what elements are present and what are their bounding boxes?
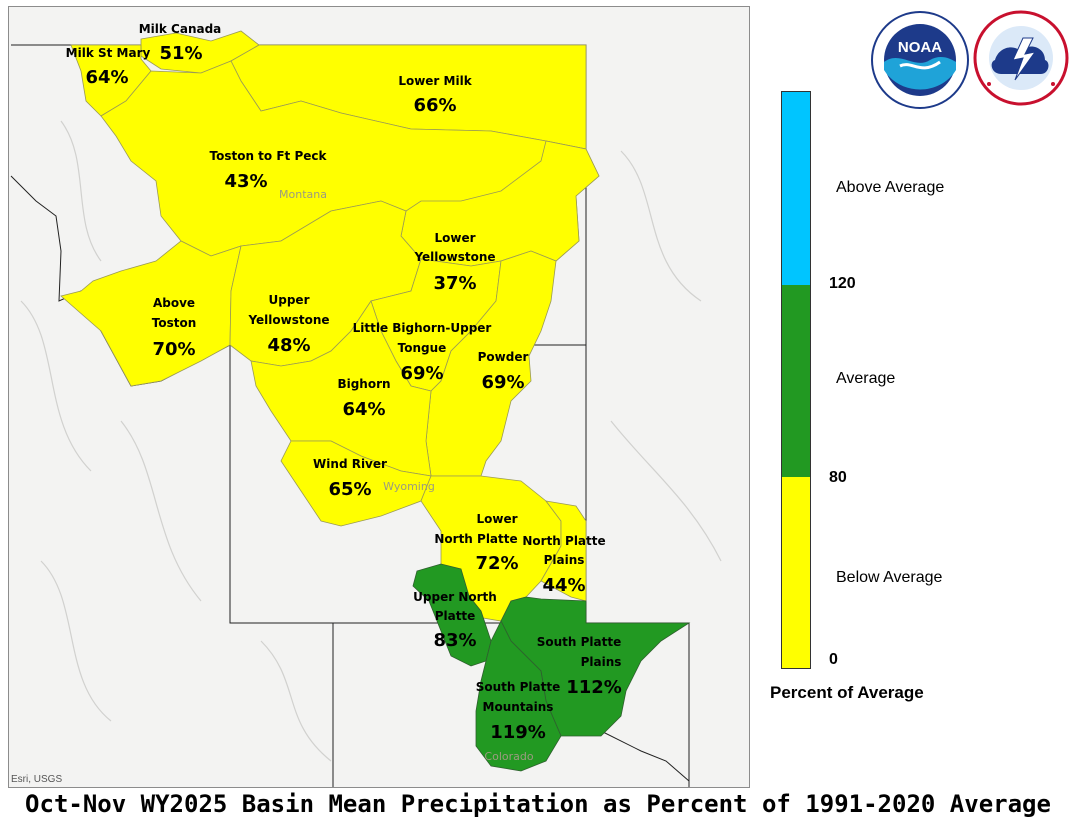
- basin-name: Plains: [544, 553, 585, 567]
- basin-percent: 72%: [475, 553, 518, 574]
- basin-name: Upper: [269, 293, 310, 307]
- basin-percent: 69%: [481, 372, 524, 393]
- basin-name: Toston to Ft Peck: [210, 149, 328, 163]
- basin-name: Powder: [478, 350, 529, 364]
- basin-labels: Milk Canada 51% Milk St Mary 64% Lower M…: [66, 22, 622, 743]
- below-average-basins: [60, 30, 600, 622]
- basin-name: Bighorn: [337, 377, 390, 391]
- nws-logo: [973, 10, 1069, 106]
- basin-percent: 83%: [433, 630, 476, 651]
- legend-break-0: 0: [829, 651, 838, 668]
- legend-break-120: 120: [829, 275, 856, 292]
- legend-break-80: 80: [829, 469, 847, 486]
- legend-swatch-below-average: [782, 477, 810, 668]
- legend-label-above-average: Above Average: [836, 179, 945, 196]
- basin-name: North Platte: [522, 534, 605, 548]
- basin-name: Mountains: [483, 700, 554, 714]
- state-label-wyoming: Wyoming: [383, 480, 435, 493]
- basin-name: Yellowstone: [413, 250, 495, 264]
- basin-percent: 70%: [152, 339, 195, 360]
- map-canvas: Montana Wyoming Colorado Milk Canada 51%…: [10, 22, 722, 787]
- state-label-colorado: Colorado: [484, 750, 533, 763]
- average-basins: [412, 563, 691, 772]
- basin-percent: 66%: [413, 95, 456, 116]
- basin-name: North Platte: [434, 532, 517, 546]
- terrain-shading: [20, 120, 722, 762]
- basin-name: Little Bighorn-Upper: [353, 321, 492, 335]
- basin-percent: 119%: [490, 722, 546, 743]
- map-title: Oct-Nov WY2025 Basin Mean Precipitation …: [25, 790, 1051, 818]
- state-label-montana: Montana: [279, 188, 327, 201]
- basin-name: Platte: [435, 609, 476, 623]
- basin-percent: 65%: [328, 479, 371, 500]
- basin-percent: 69%: [400, 363, 443, 384]
- basin-percent: 64%: [342, 399, 385, 420]
- basin-percent: 44%: [542, 575, 585, 596]
- basin-name: Tongue: [398, 341, 447, 355]
- basin-name: Milk Canada: [139, 22, 222, 36]
- basin-wind-river[interactable]: [280, 440, 432, 527]
- basin-name: Lower: [434, 231, 475, 245]
- noaa-logo: NOAA: [871, 11, 969, 109]
- legend-label-below-average: Below Average: [836, 569, 943, 586]
- basin-name: South Platte: [476, 680, 561, 694]
- basin-map: Montana Wyoming Colorado Milk Canada 51%…: [8, 6, 750, 788]
- basin-name: Plains: [581, 655, 622, 669]
- basin-percent: 112%: [566, 677, 622, 698]
- noaa-logo-text: NOAA: [898, 39, 942, 56]
- basin-percent: 43%: [224, 171, 267, 192]
- basin-name: Upper North: [413, 590, 497, 604]
- basin-name: Lower: [476, 512, 517, 526]
- legend-title: Percent of Average: [770, 683, 924, 702]
- basin-percent: 48%: [267, 335, 310, 356]
- basin-above-toston[interactable]: [60, 240, 242, 387]
- basin-name: South Platte: [537, 635, 622, 649]
- basin-name: Yellowstone: [247, 313, 329, 327]
- basin-south-platte-mountains[interactable]: [475, 620, 562, 772]
- basin-name: Milk St Mary: [66, 46, 151, 60]
- basin-percent: 37%: [433, 273, 476, 294]
- basin-name: Wind River: [313, 457, 387, 471]
- legend-swatch-average: [782, 285, 810, 477]
- basin-percent: 64%: [85, 67, 128, 88]
- legend-swatch-above-average: [782, 92, 810, 285]
- basin-powder[interactable]: [425, 250, 557, 477]
- basin-north-platte-plains[interactable]: [540, 500, 587, 602]
- basin-name: Lower Milk: [398, 74, 472, 88]
- legend-label-average: Average: [836, 370, 896, 387]
- legend-color-bar: [781, 91, 811, 669]
- basin-name: Toston: [152, 316, 197, 330]
- basin-name: Above: [153, 296, 195, 310]
- map-credit: Esri, USGS: [11, 774, 63, 785]
- basin-percent: 51%: [159, 43, 202, 64]
